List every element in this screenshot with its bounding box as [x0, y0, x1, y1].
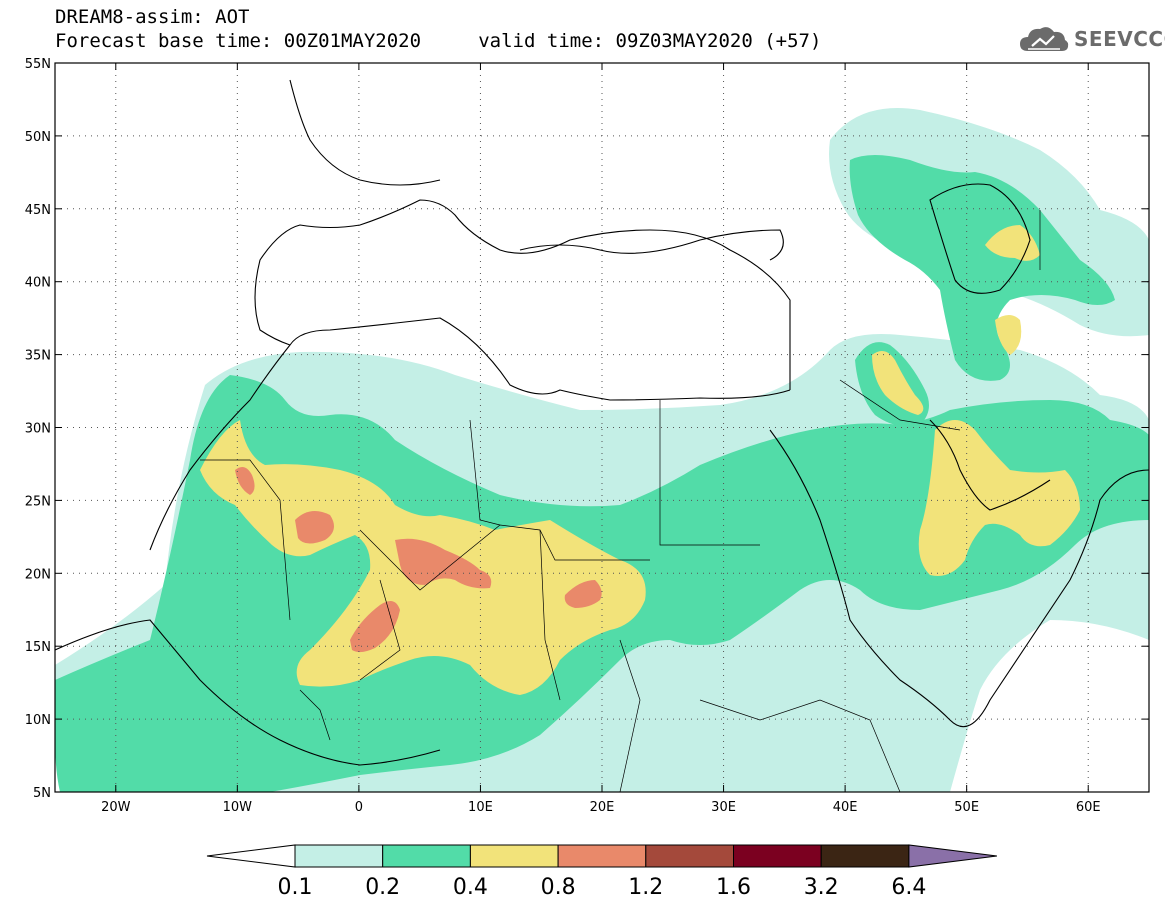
lon-label: 0 [355, 800, 363, 815]
lon-label: 10W [223, 800, 253, 815]
colorbar-segment [645, 844, 734, 868]
colorbar-label: 6.4 [891, 875, 926, 900]
colorbar-label: 0.4 [453, 875, 488, 900]
lon-label: 20E [590, 800, 615, 815]
lat-label: 25N [25, 494, 51, 509]
map-title: DREAM8-assim: AOT [55, 6, 250, 28]
latitude-labels: 55N 50N 45N 40N 35N 30N 25N 20N 15N 10N 5N [25, 57, 51, 801]
colorbar-labels: 0.1 0.2 0.4 0.8 1.2 1.6 3.2 6.4 [278, 875, 927, 900]
forecast-time-info: Forecast base time: 00Z01MAY2020 valid t… [55, 30, 822, 52]
colorbar [206, 844, 997, 868]
longitude-labels: 20W 10W 0 10E 20E 30E 40E 50E 60E [101, 800, 1101, 815]
colorbar-lower-arrow [206, 844, 296, 868]
colorbar-segment [557, 844, 647, 868]
lon-label: 50E [954, 800, 979, 815]
lat-label: 20N [25, 567, 51, 582]
lat-label: 30N [25, 422, 51, 437]
lon-label: 60E [1076, 800, 1101, 815]
lat-label: 50N [25, 130, 51, 145]
cloud-icon [1020, 27, 1069, 51]
country-borders [200, 210, 1041, 792]
graticule [55, 63, 1149, 792]
lon-label: 10E [468, 800, 493, 815]
lat-label: 40N [25, 276, 51, 291]
colorbar-label: 3.2 [804, 875, 839, 900]
lon-label: 20W [101, 800, 131, 815]
colorbar-label: 1.6 [716, 875, 751, 900]
seevccc-logo: SEEVCCC [1018, 24, 1165, 54]
colorbar-segment [820, 844, 910, 868]
logo-text: SEEVCCC [1074, 27, 1165, 51]
colorbar-segment [294, 844, 384, 868]
colorbar-segment [469, 844, 559, 868]
lat-label: 15N [25, 640, 51, 655]
colorbar-segment [382, 844, 471, 868]
lat-label: 45N [25, 203, 51, 218]
colorbar-label: 0.8 [541, 875, 576, 900]
lat-label: 10N [25, 713, 51, 728]
colorbar-label: 0.2 [365, 875, 400, 900]
aot-level-0-8 [235, 466, 602, 653]
lon-label: 40E [833, 800, 858, 815]
lat-label: 5N [33, 786, 51, 801]
colorbar-segment [733, 844, 822, 868]
aot-field [55, 63, 1149, 792]
colorbar-label: 1.2 [628, 875, 663, 900]
colorbar-label: 0.1 [278, 875, 313, 900]
lat-label: 35N [25, 349, 51, 364]
lon-label: 30E [711, 800, 736, 815]
axis-ticks [55, 62, 1149, 793]
coastlines [55, 79, 1149, 766]
colorbar-upper-arrow [908, 844, 997, 868]
lat-label: 55N [25, 57, 51, 72]
